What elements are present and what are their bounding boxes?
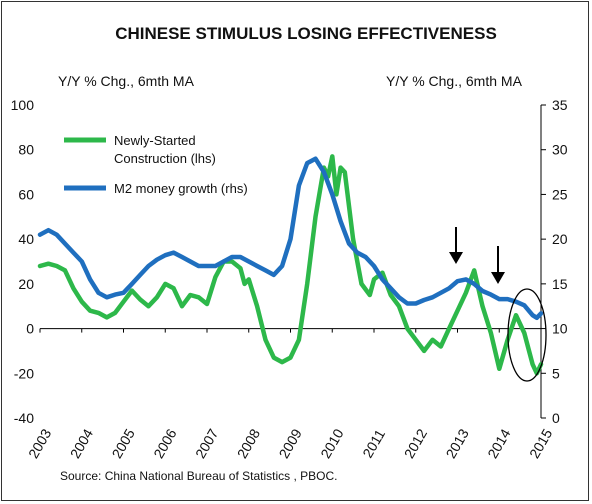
series-line-construction	[37, 154, 544, 376]
series-line-m2	[37, 156, 544, 321]
annotation-ellipse	[507, 288, 547, 382]
right-tick-label: 35	[552, 97, 568, 113]
x-tick-label: 2012	[401, 426, 431, 461]
legend-label-construction-line2: Construction (lhs)	[114, 151, 216, 166]
left-tick-label: 40	[18, 231, 34, 247]
x-tick-label: 2009	[275, 426, 305, 461]
left-tick-label: -20	[14, 365, 34, 381]
x-tick-label: 2007	[192, 426, 222, 461]
left-tick-label: 0	[26, 321, 34, 337]
x-tick-label: 2011	[359, 426, 388, 460]
x-tick-label: 2004	[67, 426, 97, 461]
x-tick-label: 2005	[108, 426, 138, 461]
x-tick-label: 2014	[484, 426, 514, 461]
legend: Newly-Started Construction (lhs) M2 mone…	[64, 133, 248, 196]
legend-label-construction-line1: Newly-Started	[114, 133, 196, 148]
series-group	[37, 154, 544, 376]
annotation-arrow-2013	[449, 227, 463, 264]
chart-title: CHINESE STIMULUS LOSING EFFECTIVENESS	[115, 24, 497, 43]
x-tick-label: 2013	[442, 426, 472, 461]
x-tick-label: 2015	[526, 426, 556, 461]
right-tick-label: 15	[552, 276, 568, 292]
x-tick-label: 2006	[150, 426, 180, 461]
left-tick-label: 60	[18, 186, 34, 202]
left-tick-label: 100	[11, 97, 35, 113]
left-axis-caption: Y/Y % Chg., 6mth MA	[58, 73, 195, 89]
left-axis-ticks: 100 80 60 40 20 0 -20 -40	[11, 97, 35, 426]
source-note: Source: China National Bureau of Statist…	[60, 469, 337, 483]
right-tick-label: 20	[552, 231, 568, 247]
right-tick-label: 0	[552, 410, 560, 426]
right-tick-label: 5	[552, 365, 560, 381]
right-tick-label: 30	[552, 142, 568, 158]
x-tick-label: 2008	[234, 426, 264, 461]
right-axis-caption: Y/Y % Chg., 6mth MA	[386, 73, 523, 89]
x-axis-ticks: 2003 2004 2005 2006 2007 2008 2009 2010 2011 2012…	[25, 328, 556, 461]
right-axis-ticks: 35 30 25 20 15 10 5 0	[541, 97, 568, 426]
right-tick-label: 25	[552, 186, 568, 202]
annotation-arrow-2014	[491, 246, 505, 284]
x-tick-label: 2003	[25, 426, 55, 461]
x-tick-label: 2010	[317, 426, 347, 461]
left-tick-label: 80	[18, 142, 34, 158]
legend-label-m2: M2 money growth (rhs)	[114, 181, 248, 196]
right-tick-label: 10	[552, 321, 568, 337]
left-tick-label: 20	[18, 276, 34, 292]
left-tick-label: -40	[14, 410, 34, 426]
